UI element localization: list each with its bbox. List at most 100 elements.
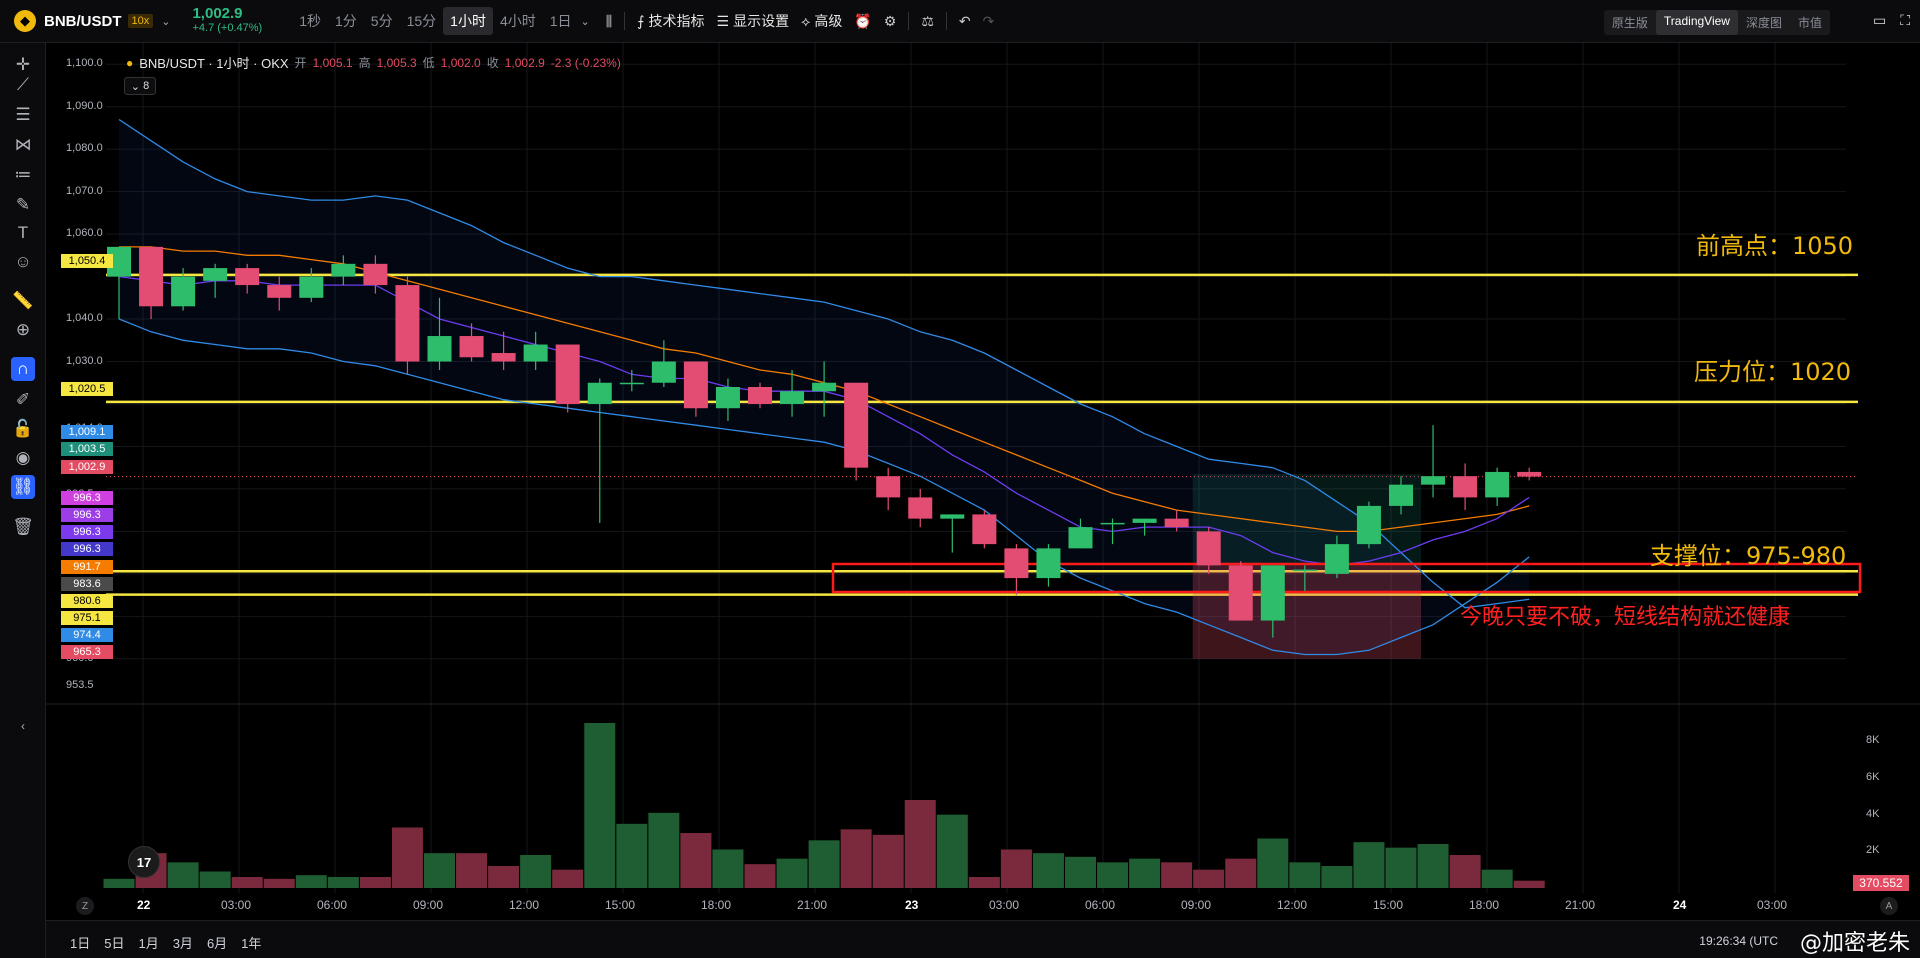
candle[interactable] [1164, 510, 1189, 532]
display-settings-button[interactable]: ☰ 显示设置 [711, 11, 796, 31]
candle[interactable] [972, 510, 997, 549]
candle[interactable] [1004, 544, 1029, 596]
volume-bar[interactable] [648, 812, 680, 888]
volume-bar[interactable] [872, 834, 904, 888]
link-icon[interactable]: ⛓ [11, 475, 35, 499]
magnet-icon[interactable]: ∩ [11, 357, 35, 381]
candle[interactable] [459, 323, 484, 362]
candle[interactable] [1132, 518, 1157, 536]
crosshair-icon[interactable]: ✛ [15, 55, 31, 74]
volume-bar[interactable] [1161, 862, 1193, 888]
volume-bar[interactable] [968, 877, 1000, 888]
volume-bar[interactable] [680, 833, 712, 888]
range-4[interactable]: 6月 [206, 936, 228, 951]
volume-bar[interactable] [424, 853, 455, 888]
candle[interactable] [812, 361, 837, 417]
eye-icon[interactable]: ◉ [15, 448, 31, 467]
view-tab-3[interactable]: 市值 [1797, 16, 1822, 30]
candle[interactable] [1389, 476, 1413, 515]
candle[interactable] [1100, 518, 1125, 545]
volume-bar[interactable] [1353, 842, 1385, 888]
chevron-down-icon[interactable]: ⌄ [161, 15, 171, 28]
zoom-icon[interactable]: ⊕ [15, 320, 31, 339]
volume-bar[interactable] [295, 875, 327, 888]
range-5[interactable]: 1年 [241, 936, 262, 951]
candle[interactable] [139, 246, 164, 320]
candle[interactable] [491, 331, 516, 371]
timeframe-0[interactable]: 1秒 [299, 13, 321, 29]
symbol-selector[interactable]: ◆ BNB/USDT 10x ⌄ [0, 0, 170, 42]
price-chart[interactable] [46, 43, 1920, 920]
window-icon[interactable]: ▭ [1872, 12, 1887, 28]
emoji-icon[interactable]: ☺ [14, 252, 32, 271]
volume-bar[interactable] [1513, 880, 1545, 888]
fullscreen-icon[interactable]: ⛶ [1900, 12, 1910, 28]
candle[interactable] [1228, 561, 1253, 621]
candle[interactable] [299, 268, 324, 303]
candle[interactable] [363, 255, 388, 294]
volume-bar[interactable] [167, 862, 199, 888]
volume-bar[interactable] [744, 864, 776, 888]
volume-bar[interactable] [1129, 858, 1161, 888]
clock[interactable]: 19:26:34 (UTC [1699, 934, 1778, 948]
volume-bar[interactable] [712, 849, 744, 889]
volume-bar[interactable] [391, 827, 423, 889]
candle[interactable] [780, 370, 805, 417]
candle[interactable] [1260, 565, 1285, 638]
candle[interactable] [555, 344, 580, 413]
indicator-toggle[interactable]: ⌄ 8 [124, 77, 156, 95]
timeframe-more-chevron-icon[interactable]: ⌄ [580, 15, 590, 28]
volume-bar[interactable] [1321, 866, 1353, 888]
timeframe-3[interactable]: 15分 [406, 13, 437, 29]
long-profit-zone[interactable] [1192, 474, 1422, 566]
volume-bar[interactable] [103, 878, 135, 888]
candle[interactable] [619, 370, 644, 392]
candle[interactable] [587, 378, 612, 523]
candle[interactable] [1036, 544, 1061, 587]
candle[interactable] [427, 297, 452, 371]
volume-bar[interactable] [904, 800, 936, 888]
undo-icon[interactable]: ↶ [958, 12, 971, 29]
range-0[interactable]: 1日 [70, 936, 91, 951]
view-tab-0[interactable]: 原生版 [1611, 16, 1648, 30]
volume-bar[interactable] [808, 840, 840, 888]
timeframe-4[interactable]: 1小时 [443, 7, 493, 35]
horizontal-lines-icon[interactable]: ☰ [15, 105, 31, 124]
volume-bar[interactable] [840, 829, 872, 888]
candle[interactable] [940, 514, 965, 553]
trend-line-icon[interactable]: ⟋ [17, 75, 29, 94]
volume-bar[interactable] [231, 877, 263, 888]
volume-bar[interactable] [1065, 856, 1096, 888]
volume-bar[interactable] [776, 858, 808, 888]
volume-bar[interactable] [936, 814, 968, 888]
compare-icon[interactable]: ⚖ [921, 12, 934, 29]
volume-bar[interactable] [1225, 858, 1257, 888]
candle[interactable] [1324, 535, 1349, 579]
candle[interactable] [235, 263, 260, 294]
volume-bar[interactable] [616, 823, 648, 888]
volume-bar[interactable] [1193, 869, 1225, 888]
volume-bar[interactable] [359, 877, 391, 888]
candle[interactable] [876, 467, 901, 511]
candle[interactable] [748, 382, 772, 409]
alert-icon[interactable]: ⏰ [854, 12, 872, 29]
timeframe-1[interactable]: 1分 [334, 13, 357, 29]
brush-icon[interactable]: ✎ [15, 195, 31, 214]
collapse-chevron-icon[interactable]: ‹ [21, 719, 25, 733]
zoom-button[interactable]: Z [76, 897, 94, 915]
trash-icon[interactable]: 🗑 [12, 517, 34, 536]
lock-drawing-icon[interactable]: ✐ [15, 390, 31, 409]
ruler-icon[interactable]: 📏 [12, 291, 34, 310]
lock-icon[interactable]: 🔓 [12, 419, 34, 438]
candle[interactable] [331, 255, 356, 286]
candle[interactable] [651, 340, 676, 387]
view-tab-1[interactable]: TradingView [1655, 10, 1738, 35]
volume-bar[interactable] [1097, 862, 1129, 888]
volume-bar[interactable] [1417, 844, 1449, 888]
auto-scale-button[interactable]: A [1880, 897, 1898, 915]
candle[interactable] [523, 331, 548, 371]
candle[interactable] [1292, 565, 1317, 591]
volume-bar[interactable] [1032, 853, 1064, 888]
timeframe-2[interactable]: 5分 [370, 13, 393, 29]
volume-bar[interactable] [327, 877, 359, 888]
